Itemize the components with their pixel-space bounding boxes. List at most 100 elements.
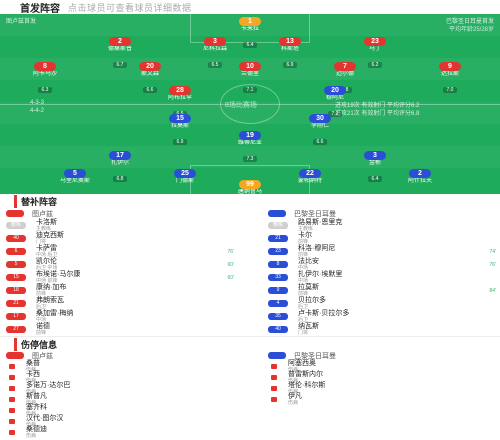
player-name: 维蒂尼亚 <box>237 140 262 146</box>
sub-time: 76' <box>489 261 496 268</box>
injury-row[interactable]: 普雷斯内尔 伤病 <box>262 371 500 384</box>
player-name: 达拉斯 <box>440 71 459 77</box>
injury-name: 塞齐科 <box>26 404 47 411</box>
injury-row[interactable]: 汉代·图尔汉 伤病 <box>0 415 240 428</box>
injury-type: 伤病 <box>26 389 37 395</box>
injury-type: 伤病 <box>26 400 37 406</box>
away-player[interactable]: 99唐纳鲁马6.9 <box>215 180 285 194</box>
away-player[interactable]: 15 拉莫斯 6.9 <box>145 114 215 148</box>
injury-icon <box>6 374 18 381</box>
sub-number: 15 <box>6 274 26 281</box>
center-label: 8场比赛场 <box>225 102 257 109</box>
home-player[interactable]: 2 德桑斯普 6.7 <box>85 37 155 71</box>
sub-position: 后卫 中场 <box>36 265 58 271</box>
player-number: 9 <box>439 62 461 71</box>
injury-type: 伤病 <box>288 378 299 384</box>
away-player[interactable]: 19 维蒂尼亚 7.3 <box>215 131 285 165</box>
player-name: 德桑斯普 <box>107 46 132 52</box>
sub-position: 中场 <box>36 317 47 323</box>
player-number: 30 <box>309 114 331 123</box>
player-number: 15 <box>169 114 191 123</box>
home-player[interactable]: 9 达拉斯 7.0 <box>415 62 485 96</box>
sub-row[interactable]: 9 拉莫斯 前锋 84' <box>262 284 500 297</box>
sub-row[interactable]: 23 科洛·穆阿尼 前锋 74' <box>262 245 500 258</box>
injury-icon <box>268 374 280 381</box>
sub-name: 布埃诺·马尔康 <box>36 271 81 278</box>
away-player[interactable]: 2阿什拉夫7.1 <box>385 169 455 194</box>
sub-row[interactable]: 40 纳瓦斯 门将 <box>262 323 500 336</box>
sub-row[interactable]: 17 桑加雷·梅纳 中场 <box>0 310 240 323</box>
away-player[interactable]: 3 金彬 6.4 <box>340 151 410 185</box>
home-player[interactable]: 13 科斯塔 6.9 <box>255 37 325 71</box>
sub-row[interactable]: 教练 路易斯·恩里克 主教练 <box>262 219 500 232</box>
player-number: 1 <box>239 17 261 26</box>
injury-row[interactable]: 伊凡 伤病 <box>262 393 500 406</box>
sub-time: 76' <box>227 248 234 255</box>
home-player[interactable]: 3 尼科拉森 6.5 <box>180 37 250 71</box>
sub-row[interactable]: 33 扎伊尔·埃默里 中场 <box>262 271 500 284</box>
sub-row[interactable]: 8 法比安 中场 76' <box>262 258 500 271</box>
away-subs-team-name: 巴黎圣日耳曼 <box>294 210 336 218</box>
sub-number: 40 <box>268 326 288 333</box>
home-player[interactable]: 8 阿卡马沙 6.3 <box>10 62 80 96</box>
home-player[interactable]: 10 兰德里 7.1 <box>215 62 285 96</box>
sub-number: 6 <box>6 248 26 255</box>
away-player[interactable]: 20 穆阿尼 7.2 <box>300 86 370 120</box>
away-injuries-team: 巴黎圣日耳曼 <box>262 350 500 361</box>
sub-number: 8 <box>268 261 288 268</box>
sub-row[interactable]: 35 卢卡斯·贝拉尔多 后卫 <box>262 310 500 323</box>
sub-position: 中场 <box>298 265 309 271</box>
sub-row[interactable]: 15 布埃诺·马尔康 中场 前锋 60' <box>0 271 240 284</box>
injury-name: 卡西 <box>26 371 40 378</box>
sub-time: 84' <box>489 287 496 294</box>
player-name: 兰德里 <box>240 71 259 77</box>
sub-row[interactable]: 21 弗朗索瓦 后卫 <box>0 297 240 310</box>
away-player[interactable]: 5马奎尼奥斯7.0 <box>40 169 110 194</box>
home-player[interactable]: 23 马丁 6.2 <box>340 37 410 71</box>
sub-row[interactable]: 5 凯尔伦 后卫 中场 60' <box>0 258 240 271</box>
sub-row[interactable]: 教练 卡洛斯 主教练 <box>0 219 240 232</box>
sub-row[interactable]: 18 康纳·加布 前锋 <box>0 284 240 297</box>
sub-name: 法比安 <box>298 258 319 265</box>
player-name: 蒙帕纳特 <box>297 178 322 184</box>
player-rating: 6.7 <box>112 62 128 68</box>
sub-row[interactable]: 6 卡萨雷 中场 后卫 76' <box>0 245 240 258</box>
sub-number: 教练 <box>6 222 26 229</box>
sub-row[interactable]: 4 贝拉尔多 后卫 <box>262 297 500 310</box>
sub-number: 33 <box>268 274 288 281</box>
sub-number: 18 <box>6 287 26 294</box>
player-name: 扎伊尔 <box>110 160 129 166</box>
injury-name: 桑普 <box>26 360 40 367</box>
player-name: 斯文森 <box>140 71 159 77</box>
subs-header: 替补阵容 <box>0 194 500 208</box>
injury-icon <box>6 363 18 370</box>
sub-row[interactable]: 27 诺德 前锋 <box>0 323 240 336</box>
away-player[interactable]: 22蒙帕纳特6.5 <box>275 169 345 194</box>
player-rating: 6.3 <box>37 87 53 93</box>
sub-name: 桑加雷·梅纳 <box>36 310 74 317</box>
home-team-label: 图卢兹首发 <box>6 19 37 25</box>
home-player[interactable]: 1 卡米拉 6.4 <box>215 17 285 51</box>
injury-row[interactable]: 多诺万·达尔巴 伤病 <box>0 382 240 395</box>
player-number: 22 <box>299 169 321 178</box>
away-team-logo <box>268 352 286 359</box>
injury-row[interactable]: 卡西 伤病 <box>0 371 240 384</box>
injury-name: 普雷斯内尔 <box>288 371 323 378</box>
injury-icon <box>6 407 18 414</box>
home-player[interactable]: 20 斯文森 6.6 <box>115 62 185 96</box>
away-player[interactable]: 30 李刚仁 6.6 <box>285 114 355 148</box>
away-injuries-team-name: 巴黎圣日耳曼 <box>294 352 336 360</box>
away-player[interactable]: 17 扎伊尔 6.8 <box>85 151 155 185</box>
injury-row[interactable]: 桑德迪 伤病 <box>0 426 240 439</box>
sub-row[interactable]: 21 卡尔 前锋 <box>262 232 500 245</box>
injury-row[interactable]: 桑普 伤病 <box>0 360 240 373</box>
injury-icon <box>268 385 280 392</box>
injury-row[interactable]: 塞齐科 伤病 <box>0 404 240 417</box>
injury-row[interactable]: 阿塞西奥 伤病 <box>262 360 500 373</box>
sub-row[interactable]: 40 迪克西斯 门将 <box>0 232 240 245</box>
injury-name: 伊凡 <box>288 393 302 400</box>
away-player[interactable]: 25门德斯6.7 <box>150 169 220 194</box>
injury-row[interactable]: 斯普凡 伤病 <box>0 393 240 406</box>
injury-row[interactable]: 塔伦·科尔斯 伤病 <box>262 382 500 395</box>
player-number: 7 <box>334 62 356 71</box>
